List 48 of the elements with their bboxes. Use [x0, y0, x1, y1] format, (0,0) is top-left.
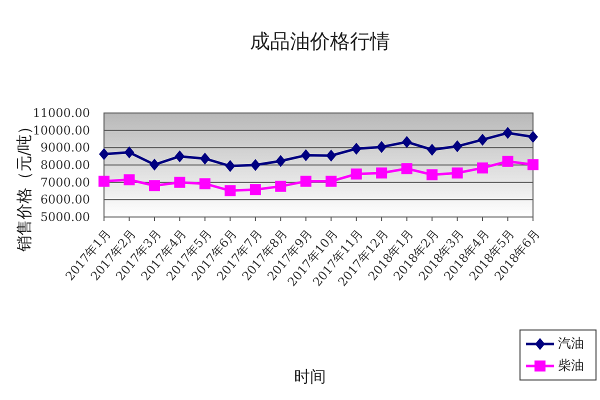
point — [426, 169, 438, 180]
point — [300, 176, 312, 187]
point — [528, 130, 538, 143]
point — [149, 158, 160, 171]
y-tick-label: 11000.00 — [32, 106, 90, 120]
point — [376, 167, 388, 178]
point — [124, 146, 134, 158]
chart-title: 成品油价格行情 — [250, 29, 390, 53]
point — [199, 178, 210, 190]
point — [225, 160, 236, 172]
point — [427, 144, 438, 156]
point — [174, 150, 185, 162]
point — [452, 167, 463, 178]
point — [148, 180, 160, 192]
point — [326, 176, 337, 187]
y-tick-label: 7000.00 — [40, 175, 90, 190]
y-tick-label: 6000.00 — [40, 192, 90, 207]
point — [326, 150, 336, 162]
point — [402, 136, 412, 148]
point — [300, 149, 311, 162]
point — [124, 174, 135, 186]
point — [401, 163, 412, 174]
point — [477, 162, 488, 174]
point — [276, 155, 286, 168]
y-tick-label: 8000.00 — [40, 158, 90, 172]
point — [528, 159, 538, 170]
point — [200, 152, 210, 165]
point — [351, 142, 362, 155]
y-tick-label: 5000.00 — [40, 210, 90, 224]
x-axis-title: 时间 — [294, 367, 326, 386]
point — [99, 148, 109, 160]
y-tick-label: 9000.00 — [40, 140, 90, 155]
point — [376, 140, 387, 153]
legend-label: 汽油 — [558, 336, 584, 352]
point — [275, 180, 286, 192]
point — [478, 134, 488, 146]
point — [224, 185, 236, 196]
legend-label: 柴油 — [558, 358, 584, 374]
point — [452, 140, 462, 152]
point — [502, 156, 514, 167]
point — [174, 176, 186, 188]
y-tick-label: 10000.00 — [32, 123, 90, 138]
point — [250, 184, 261, 196]
point — [98, 176, 110, 187]
point — [250, 159, 260, 171]
point — [350, 168, 362, 180]
point — [502, 126, 513, 139]
y-axis-title: 销售价格（元/吨） — [14, 118, 34, 253]
